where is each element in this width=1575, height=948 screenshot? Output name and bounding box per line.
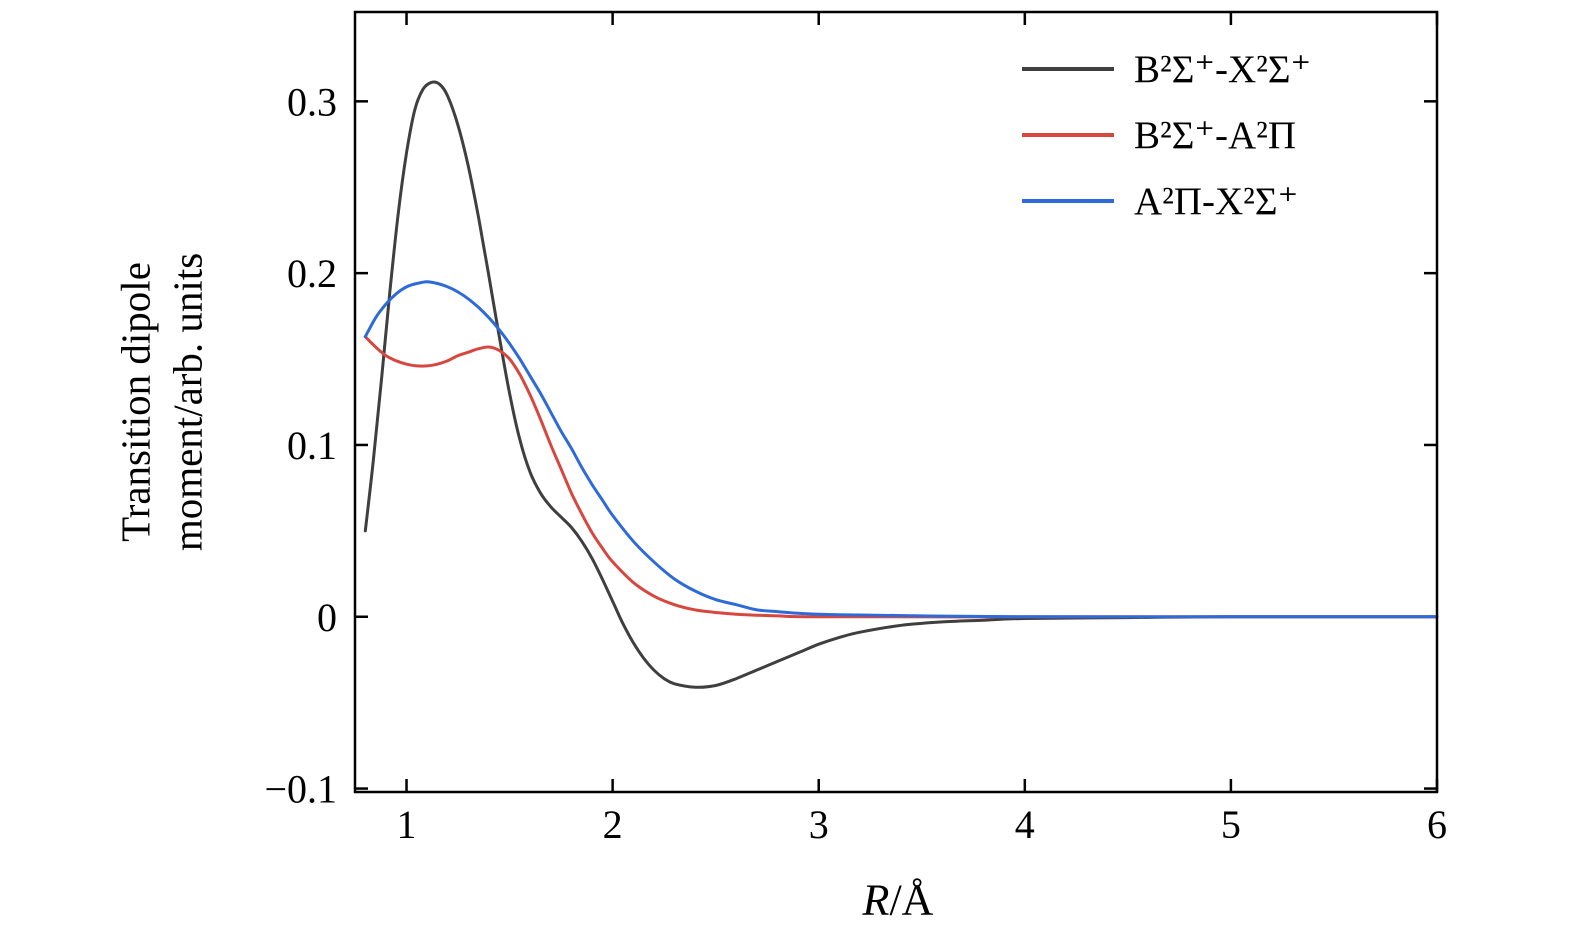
axis-frame xyxy=(353,10,1439,794)
legend-item-2: A²Π-X²Σ⁺ xyxy=(1022,168,1311,234)
y-tick-label: −0.1 xyxy=(264,767,337,812)
y-axis-label-line2: moment/arb. units xyxy=(165,252,211,552)
legend-item-1: B²Σ⁺-A²Π xyxy=(1022,102,1311,168)
series-line-0 xyxy=(363,80,1439,689)
y-tick-label: 0.3 xyxy=(287,79,337,124)
legend-label-2: A²Π-X²Σ⁺ xyxy=(1134,179,1299,223)
x-tick-label: 6 xyxy=(1427,802,1447,847)
x-axis-variable: R xyxy=(862,875,890,925)
x-tick-label: 4 xyxy=(1015,802,1035,847)
legend-line-swatch-0 xyxy=(1022,67,1114,71)
series-line-2 xyxy=(363,280,1439,619)
x-axis-label: R/Å xyxy=(863,875,934,926)
y-tick-label: 0.2 xyxy=(287,251,337,296)
x-tick-label: 5 xyxy=(1221,802,1241,847)
x-tick-label: 2 xyxy=(603,802,623,847)
series-line-1 xyxy=(363,335,1439,619)
legend-line-swatch-1 xyxy=(1022,133,1114,137)
y-tick-label: 0.1 xyxy=(287,423,337,468)
x-axis-unit: /Å xyxy=(889,875,934,925)
x-tick-label: 3 xyxy=(809,802,829,847)
y-axis-label-line1: Transition dipole xyxy=(112,262,159,542)
legend-item-0: B²Σ⁺-X²Σ⁺ xyxy=(1022,36,1311,102)
legend-line-swatch-2 xyxy=(1022,199,1114,203)
legend: B²Σ⁺-X²Σ⁺ B²Σ⁺-A²Π A²Π-X²Σ⁺ xyxy=(1022,36,1311,234)
y-tick-label: 0 xyxy=(317,595,337,640)
legend-label-1: B²Σ⁺-A²Π xyxy=(1134,113,1296,157)
y-axis-label: Transition dipole moment/arb. units xyxy=(110,253,215,551)
legend-label-0: B²Σ⁺-X²Σ⁺ xyxy=(1134,47,1312,91)
x-tick-label: 1 xyxy=(397,802,417,847)
